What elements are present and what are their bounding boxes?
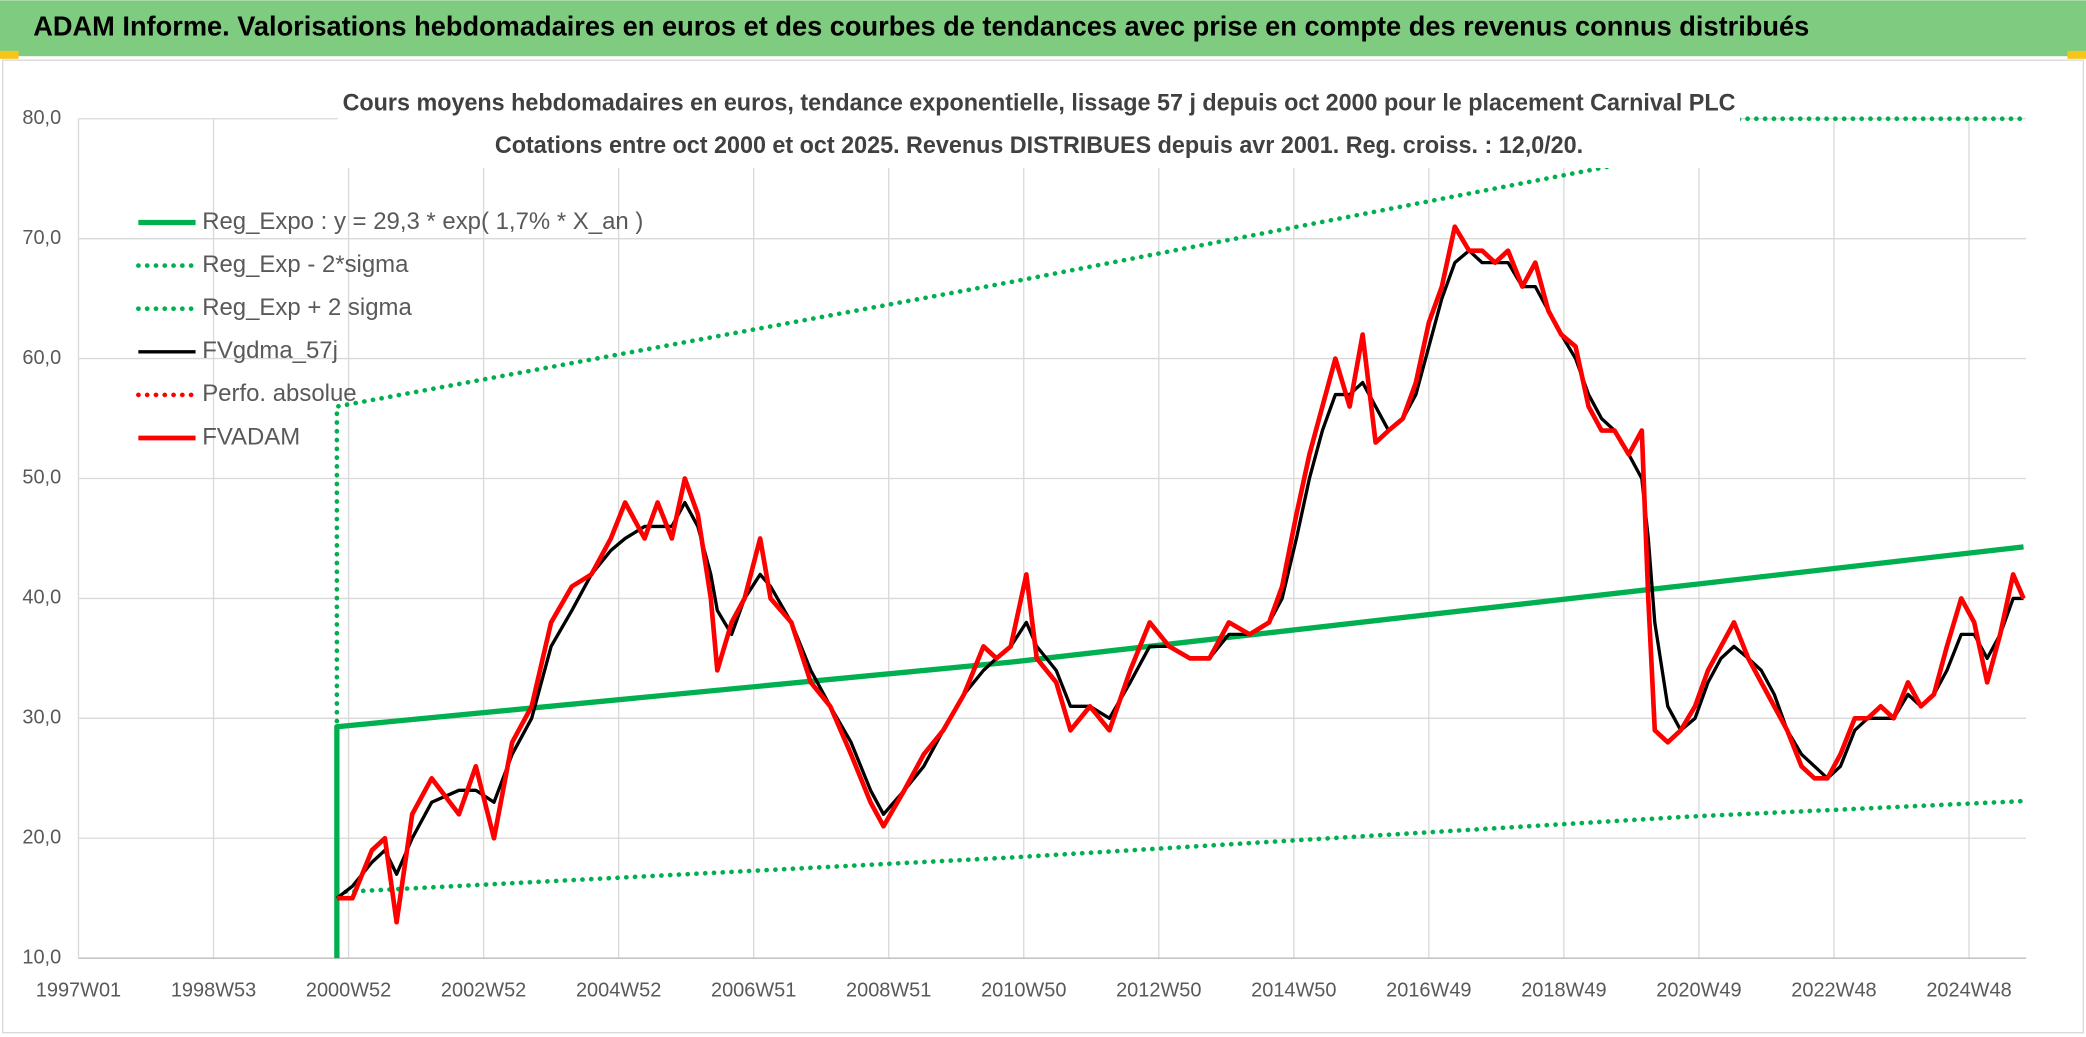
y-tick-label: 20,0	[22, 827, 61, 849]
y-tick-label: 60,0	[22, 347, 61, 369]
x-tick-label: 2002W52	[441, 980, 526, 1002]
header-title: ADAM Informe. Valorisations hebdomadaire…	[33, 11, 1809, 42]
x-tick-label: 2000W52	[306, 980, 391, 1002]
legend-label: Reg_Exp + 2 sigma	[202, 294, 412, 321]
x-tick-label: 2020W49	[1656, 980, 1741, 1002]
legend: Reg_Expo : y = 29,3 * exp( 1,7% * X_an )…	[136, 208, 643, 450]
y-tick-label: 10,0	[22, 946, 61, 968]
y-tick-label: 30,0	[22, 707, 61, 729]
legend-label: FVgdma_57j	[202, 337, 338, 364]
x-tick-label: 2010W50	[981, 980, 1066, 1002]
x-tick-label: 2008W51	[846, 980, 931, 1002]
corner-accent	[0, 50, 19, 59]
plot-area: 10,0 20,0 30,0 40,0 50,0 60,0 70,0 80,0 1997W01 1…	[22, 107, 2027, 1002]
x-tick-label: 2018W49	[1521, 980, 1606, 1002]
x-tick-label: 2024W48	[1926, 980, 2011, 1002]
x-tick-label: 2012W50	[1116, 980, 1201, 1002]
title-box	[337, 82, 1741, 168]
x-tick-label: 2006W51	[711, 980, 796, 1002]
y-tick-label: 50,0	[22, 467, 61, 489]
x-tick-label: 2016W49	[1386, 980, 1471, 1002]
header-bar	[0, 0, 2086, 57]
y-tick-label: 40,0	[22, 587, 61, 609]
x-tick-label: 1998W53	[171, 980, 256, 1002]
legend-label: Reg_Expo : y = 29,3 * exp( 1,7% * X_an )	[202, 208, 643, 235]
x-tick-label: 2004W52	[576, 980, 661, 1002]
legend-label: Reg_Exp - 2*sigma	[202, 251, 409, 278]
series-line	[334, 798, 2026, 895]
legend-label: Perfo. absolue	[202, 380, 356, 407]
series-line	[336, 224, 2026, 925]
chart-border	[1, 59, 2085, 1034]
series-line	[334, 544, 2024, 959]
y-tick-label: 80,0	[22, 107, 61, 129]
legend-label: FVADAM	[202, 423, 300, 450]
corner-accent	[2067, 50, 2086, 59]
chart-title: Cours moyens hebdomadaires en euros, ten…	[343, 89, 1736, 116]
x-tick-label: 2022W48	[1791, 980, 1876, 1002]
y-tick-label: 70,0	[22, 227, 61, 249]
x-tick-label: 1997W01	[36, 980, 121, 1002]
chart-subtitle: Cotations entre oct 2000 et oct 2025. Re…	[495, 132, 1583, 159]
x-tick-label: 2014W50	[1251, 980, 1336, 1002]
